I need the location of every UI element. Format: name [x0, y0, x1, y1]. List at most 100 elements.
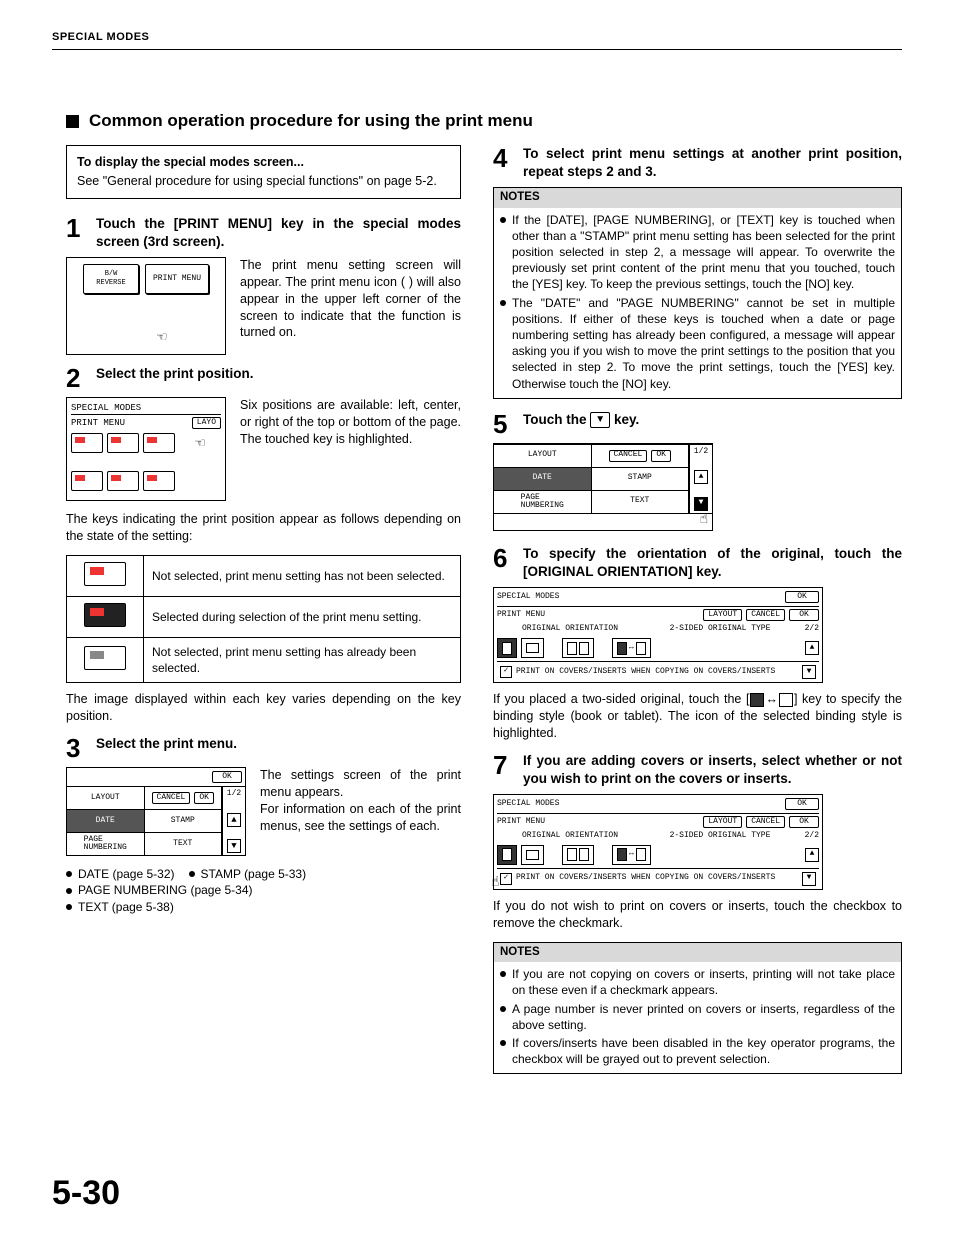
section-title-text: Common operation procedure for using the…: [89, 110, 533, 133]
table-row: Not selected, print menu setting has not…: [67, 555, 461, 596]
date-button[interactable]: DATE: [67, 809, 145, 832]
step-3-desc: The settings screen of the print menu ap…: [260, 767, 461, 835]
label-covers-inserts: PRINT ON COVERS/INSERTS WHEN COPYING ON …: [516, 873, 775, 884]
ref-item: STAMP (page 5-33): [201, 866, 307, 882]
ok-button[interactable]: OK: [785, 591, 819, 603]
label-covers-inserts: PRINT ON COVERS/INSERTS WHEN COPYING ON …: [516, 667, 775, 678]
binding-icon: [750, 693, 764, 707]
ok-button[interactable]: OK: [194, 792, 214, 804]
ok-button[interactable]: OK: [785, 798, 819, 810]
scroll-down-icon[interactable]: ▼: [694, 497, 708, 511]
step-5: 5 Touch the ▼ key.: [493, 411, 902, 437]
scroll-down-icon[interactable]: ▼: [802, 872, 816, 886]
step-1-title: Touch the [PRINT MENU] key in the specia…: [96, 215, 461, 251]
step-2-title: Select the print position.: [96, 365, 461, 391]
covers-checkbox[interactable]: ✓: [500, 666, 512, 678]
bullet-icon: [189, 871, 195, 877]
cancel-button[interactable]: CANCEL: [152, 792, 191, 804]
intro-box: To display the special modes screen... S…: [66, 145, 461, 199]
page-indicator: 1/2: [227, 789, 241, 800]
page-indicator: 2/2: [797, 831, 819, 842]
scroll-down-icon[interactable]: ▼: [802, 665, 816, 679]
bw-reverse-key[interactable]: B/W REVERSE: [83, 264, 139, 294]
layout-button[interactable]: LAYOUT: [703, 816, 742, 828]
hand-pointer-icon: ☜: [195, 434, 205, 456]
orientation-portrait-key[interactable]: [497, 845, 517, 865]
pos-key[interactable]: [71, 471, 103, 491]
scroll-up-icon[interactable]: ▲: [227, 813, 241, 827]
stamp-button[interactable]: STAMP: [145, 809, 223, 832]
running-head: SPECIAL MODES: [52, 30, 902, 50]
date-button[interactable]: DATE: [494, 467, 592, 490]
note-item: If covers/inserts have been disabled in …: [500, 1035, 895, 1067]
binding-book-key[interactable]: [562, 845, 594, 865]
note-item: If you are not copying on covers or inse…: [500, 966, 895, 998]
step-7-num: 7: [493, 752, 515, 788]
pos-key[interactable]: [107, 433, 139, 453]
bullet-icon: [66, 871, 72, 877]
label-2sided: 2-SIDED ORIGINAL TYPE: [647, 831, 793, 842]
step-2-desc: Six positions are available: left, cente…: [240, 397, 461, 448]
ok-button[interactable]: OK: [789, 609, 819, 621]
hand-pointer-icon: ☝: [491, 874, 499, 893]
step-6-after: If you placed a two-sided original, touc…: [493, 691, 902, 742]
cancel-button[interactable]: CANCEL: [746, 816, 785, 828]
layout-button[interactable]: LAYOUT: [703, 609, 742, 621]
scroll-down-icon[interactable]: ▼: [227, 839, 241, 853]
ok-button[interactable]: OK: [789, 816, 819, 828]
scroll-up-icon[interactable]: ▲: [694, 470, 708, 484]
page-number: 5-30: [52, 1171, 120, 1217]
scroll-up-icon[interactable]: ▲: [805, 641, 819, 655]
orientation-portrait-key[interactable]: [497, 638, 517, 658]
pos-key[interactable]: [143, 471, 175, 491]
table-row: Selected during selection of the print m…: [67, 596, 461, 637]
step-6: 6 To specify the orientation of the orig…: [493, 545, 902, 581]
print-menu-refs: DATE (page 5-32) STAMP (page 5-33) PAGE …: [66, 866, 461, 915]
ok-button[interactable]: OK: [212, 771, 242, 783]
pos-key[interactable]: [71, 433, 103, 453]
figure-print-menu-settings: OK LAYOUT CANCELOK DATE STAMP PAGE NUMBE…: [66, 767, 246, 856]
intro-title: To display the special modes screen...: [77, 154, 450, 171]
notes-box-2: NOTES If you are not copying on covers o…: [493, 942, 902, 1075]
label-special-modes: SPECIAL MODES: [71, 402, 221, 414]
position-state-table: Not selected, print menu setting has not…: [66, 555, 461, 684]
pos-key[interactable]: [107, 471, 139, 491]
notes-heading: NOTES: [494, 943, 901, 963]
cancel-button[interactable]: CANCEL: [609, 450, 648, 462]
layout-button[interactable]: LAYOUT: [494, 444, 592, 467]
orientation-landscape-key[interactable]: [521, 638, 544, 658]
scroll-up-icon[interactable]: ▲: [805, 848, 819, 862]
page-numbering-button[interactable]: PAGE NUMBERING: [67, 832, 145, 855]
label-special-modes: SPECIAL MODES: [497, 592, 559, 603]
covers-checkbox[interactable]: ✓: [500, 873, 512, 885]
print-menu-key[interactable]: PRINT MENU: [145, 264, 209, 294]
bullet-square-icon: [66, 115, 79, 128]
ok-button[interactable]: OK: [651, 450, 671, 462]
label-orig-orientation: ORIGINAL ORIENTATION: [497, 831, 643, 842]
text-button[interactable]: TEXT: [592, 490, 690, 513]
stamp-button[interactable]: STAMP: [592, 467, 690, 490]
step-6-title: To specify the orientation of the origin…: [523, 545, 902, 581]
orientation-landscape-key[interactable]: [521, 845, 544, 865]
table-cell: Selected during selection of the print m…: [144, 596, 461, 637]
step-1-num: 1: [66, 215, 88, 251]
label-print-menu: PRINT MENU: [497, 817, 545, 828]
cancel-button[interactable]: CANCEL: [746, 609, 785, 621]
binding-book-key[interactable]: ↔: [612, 638, 651, 658]
figure-step5: LAYOUT CANCELOK DATE STAMP PAGE NUMBERIN…: [493, 443, 713, 531]
notes-box-1: NOTES If the [DATE], [PAGE NUMBERING], o…: [493, 187, 902, 399]
pos-key[interactable]: [143, 433, 175, 453]
label-2sided: 2-SIDED ORIGINAL TYPE: [647, 624, 793, 635]
binding-book-key[interactable]: [562, 638, 594, 658]
layout-button[interactable]: LAYOUT: [67, 786, 145, 809]
hand-pointer-icon: ☝: [700, 511, 708, 530]
table-row: Not selected, print menu setting has alr…: [67, 638, 461, 683]
layout-tab[interactable]: LAYO: [192, 417, 221, 429]
pos-key-already-icon: [84, 646, 126, 670]
page-numbering-button[interactable]: PAGE NUMBERING: [494, 490, 592, 513]
text-button[interactable]: TEXT: [145, 832, 223, 855]
step-3-num: 3: [66, 735, 88, 761]
figure-special-modes-3rd: B/W REVERSE PRINT MENU ☜: [66, 257, 226, 355]
step-7-title: If you are adding covers or inserts, sel…: [523, 752, 902, 788]
binding-book-key[interactable]: ↔: [612, 845, 651, 865]
